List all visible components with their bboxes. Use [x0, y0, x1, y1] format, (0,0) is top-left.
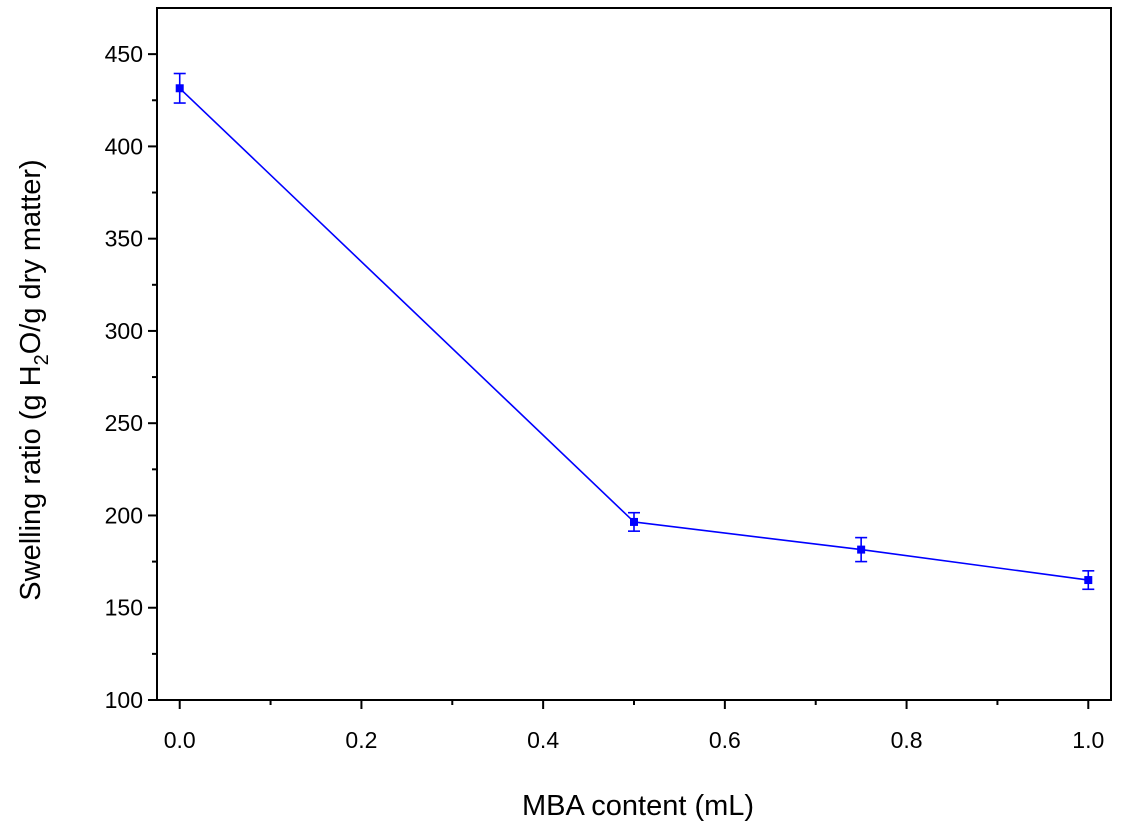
tick-labels: 0.0 0.2 0.4 0.6 0.8 1.0 100 150 200 250 300 350 400 4… [105, 41, 1105, 753]
y-tick-label: 250 [105, 410, 143, 436]
x-tick-label: 0.6 [709, 727, 741, 753]
y-tick-label: 450 [105, 41, 143, 67]
y-tick-label: 400 [105, 133, 143, 159]
x-axis-title: MBA content (mL) [522, 790, 754, 822]
y-axis-title: Swelling ratio (g H2O/g dry matter) [15, 159, 53, 600]
plot-frame [156, 7, 1112, 701]
axis-ticks [148, 53, 1090, 709]
x-tick-label: 0.2 [345, 727, 377, 753]
plot-border [156, 7, 1112, 701]
data-series [173, 72, 1095, 591]
data-point [630, 517, 638, 526]
x-tick-label: 0.4 [527, 727, 559, 753]
x-tick-label: 1.0 [1072, 727, 1104, 753]
y-tick-label: 100 [105, 687, 143, 713]
series-line [179, 87, 1089, 581]
x-tick-label: 0.8 [891, 727, 923, 753]
data-point [175, 84, 184, 93]
y-axis-title-prefix: Swelling ratio (g H [15, 365, 47, 600]
y-axis-title-suffix: O/g dry matter) [15, 159, 47, 354]
data-point [1084, 576, 1093, 585]
y-tick-label: 150 [105, 595, 143, 621]
data-point [857, 545, 866, 554]
x-tick-label: 0.0 [164, 727, 196, 753]
y-tick-label: 350 [105, 226, 143, 252]
y-axis-title-subscript: 2 [31, 354, 53, 365]
y-tick-label: 200 [105, 502, 143, 528]
y-tick-label: 300 [105, 318, 143, 344]
